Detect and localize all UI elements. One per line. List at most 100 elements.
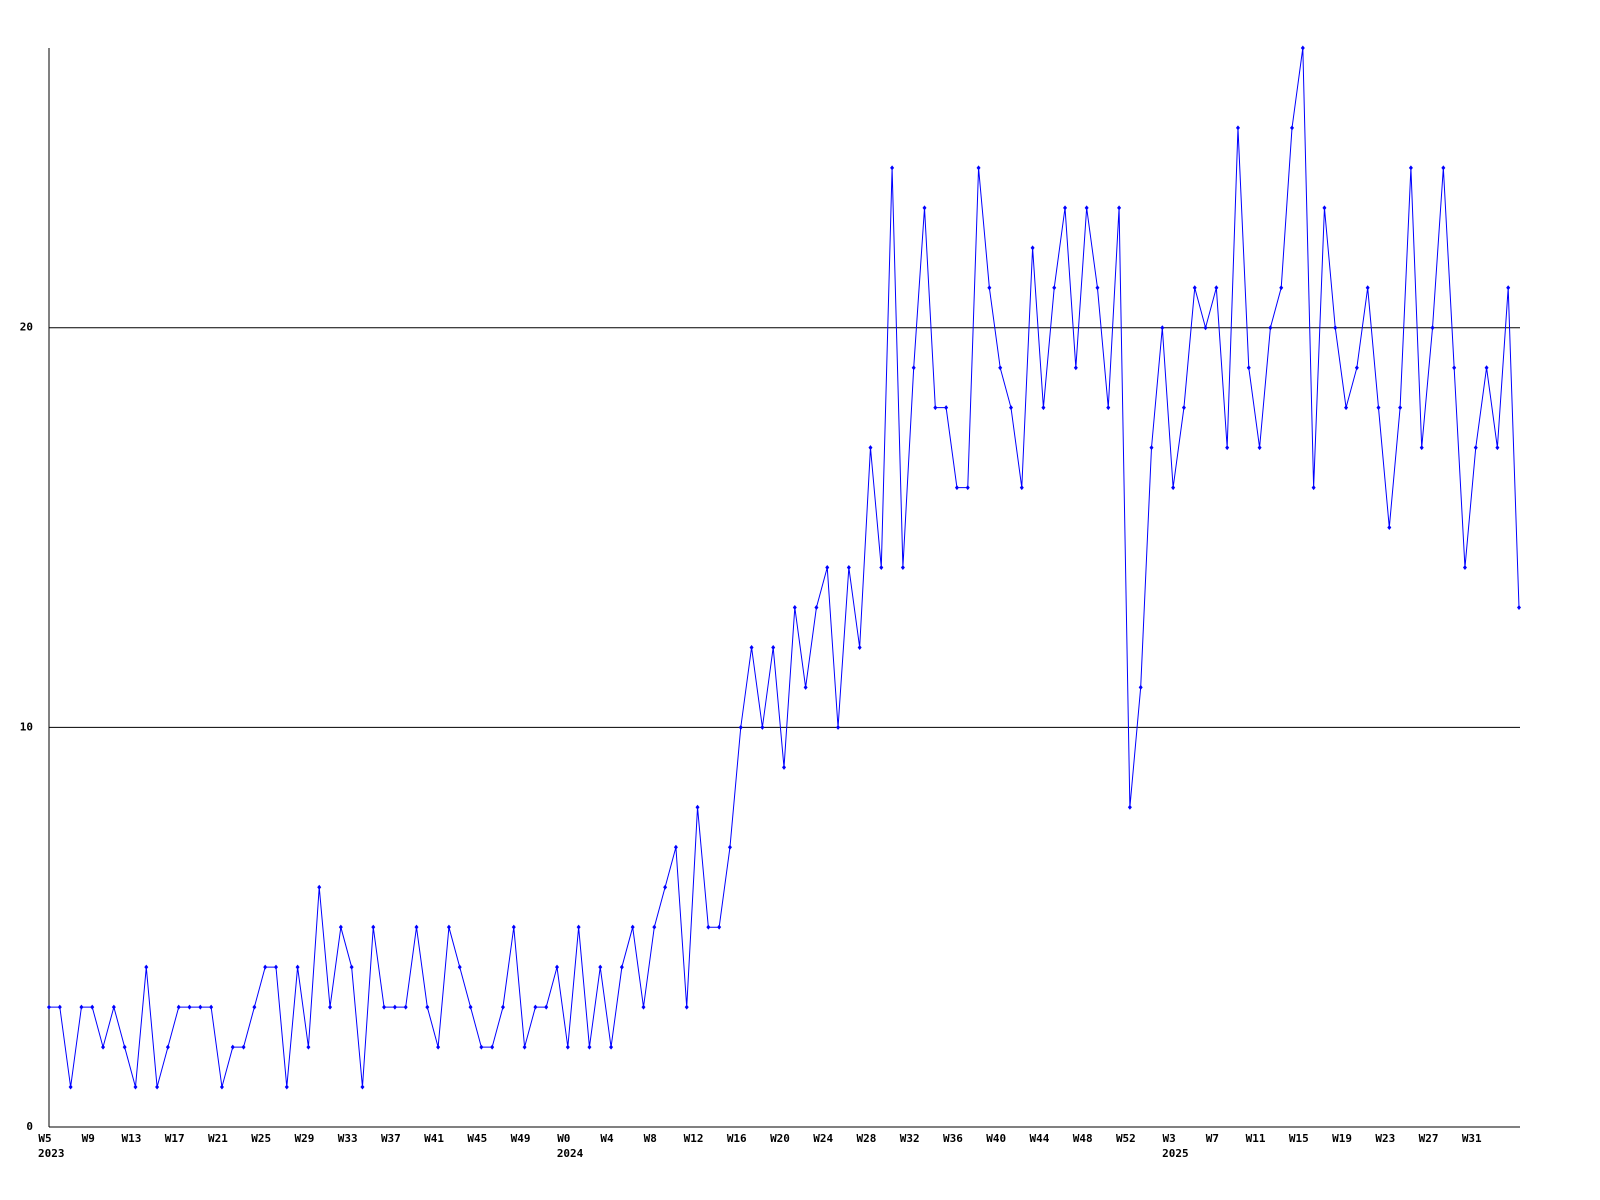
x-tick-label: W36 [943, 1132, 963, 1145]
point-marker [317, 884, 322, 890]
point-marker [1495, 445, 1500, 451]
point-marker [576, 924, 581, 930]
point-marker [652, 924, 657, 930]
point-marker [1073, 365, 1078, 371]
point-marker [1473, 445, 1478, 451]
point-marker [1290, 125, 1295, 131]
point-marker [500, 1004, 505, 1010]
point-marker [122, 1044, 127, 1050]
point-marker [306, 1044, 311, 1050]
point-marker [230, 1044, 235, 1050]
point-marker [803, 684, 808, 690]
point-marker [760, 724, 765, 730]
point-marker [544, 1004, 549, 1010]
x-tick-label: W24 [813, 1132, 833, 1145]
point-marker [619, 964, 624, 970]
point-marker [1235, 125, 1240, 131]
point-marker [1095, 285, 1100, 291]
point-marker [782, 764, 786, 770]
point-marker [868, 445, 873, 451]
x-tick-label: W4 [600, 1132, 614, 1145]
point-marker [998, 365, 1003, 371]
point-marker [1225, 445, 1230, 451]
point-marker [47, 1004, 51, 1010]
point-marker [479, 1044, 484, 1050]
point-marker [295, 964, 300, 970]
point-marker [1430, 325, 1435, 331]
point-marker [392, 1004, 397, 1010]
point-marker [68, 1084, 73, 1090]
x-tick-label: W31 [1462, 1132, 1482, 1145]
point-marker [749, 644, 754, 650]
point-marker [1462, 565, 1467, 571]
point-marker [587, 1044, 592, 1050]
point-marker [879, 565, 884, 571]
point-marker [1268, 325, 1273, 331]
point-marker [900, 565, 905, 571]
x-year-label: 2024 [557, 1147, 584, 1160]
x-tick-label: W37 [381, 1132, 401, 1145]
x-tick-label: W7 [1206, 1132, 1219, 1145]
point-marker [814, 604, 819, 610]
point-marker [706, 924, 711, 930]
x-tick-label: W29 [294, 1132, 314, 1145]
point-marker [414, 924, 419, 930]
point-marker [371, 924, 376, 930]
point-marker [922, 205, 927, 211]
x-tick-label: W9 [82, 1132, 95, 1145]
x-tick-label: W11 [1246, 1132, 1266, 1145]
point-marker [673, 844, 678, 850]
point-marker [468, 1004, 473, 1010]
point-marker [1138, 684, 1143, 690]
point-marker [944, 405, 949, 411]
point-marker [436, 1044, 441, 1050]
point-marker [1171, 485, 1176, 491]
x-tick-label: W0 [557, 1132, 570, 1145]
point-marker [1127, 804, 1132, 810]
point-marker [360, 1084, 365, 1090]
point-marker [663, 884, 668, 890]
point-marker [1008, 405, 1013, 411]
point-marker [284, 1084, 289, 1090]
point-marker [1376, 405, 1381, 411]
point-marker [1052, 285, 1057, 291]
point-marker [144, 964, 149, 970]
point-marker [727, 844, 732, 850]
point-marker [1419, 445, 1424, 451]
point-marker [857, 644, 862, 650]
point-marker [1322, 205, 1327, 211]
point-marker [771, 644, 776, 650]
point-marker [1160, 325, 1165, 331]
point-marker [890, 165, 895, 171]
x-tick-label: W27 [1419, 1132, 1439, 1145]
point-marker [684, 1004, 689, 1010]
point-marker [133, 1084, 138, 1090]
point-marker [349, 964, 354, 970]
point-marker [641, 1004, 646, 1010]
point-marker [403, 1004, 408, 1010]
point-marker [598, 964, 603, 970]
point-marker [1452, 365, 1457, 371]
point-marker [1441, 165, 1446, 171]
point-marker [1300, 45, 1305, 51]
x-tick-label: W12 [684, 1132, 704, 1145]
x-year-label: 2025 [1162, 1147, 1189, 1160]
x-tick-label: W28 [857, 1132, 877, 1145]
x-tick-label: W41 [424, 1132, 444, 1145]
point-marker [738, 724, 743, 730]
point-marker [1203, 325, 1208, 331]
point-marker [630, 924, 635, 930]
point-marker [717, 924, 722, 930]
point-marker [165, 1044, 170, 1050]
point-marker [187, 1004, 192, 1010]
point-marker [695, 804, 700, 810]
point-marker [1344, 405, 1349, 411]
point-marker [1333, 325, 1338, 331]
point-marker [1106, 405, 1111, 411]
point-marker [1387, 525, 1392, 531]
point-marker [965, 485, 970, 491]
x-year-label: 2023 [38, 1147, 65, 1160]
x-tick-label: W48 [1073, 1132, 1093, 1145]
point-marker [425, 1004, 430, 1010]
